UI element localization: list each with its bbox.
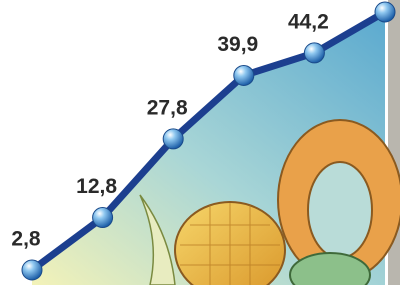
- value-label: 12,8: [76, 175, 117, 198]
- point: [375, 2, 395, 22]
- point: [93, 208, 113, 228]
- value-label: 44,2: [288, 10, 329, 33]
- point: [234, 65, 254, 85]
- page: {"chart_data": {"type": "line", "values"…: [0, 0, 400, 285]
- point: [22, 260, 42, 280]
- point: [304, 43, 324, 63]
- value-label: 27,8: [147, 96, 188, 119]
- value-label: 39,9: [217, 33, 258, 56]
- point: [163, 129, 183, 149]
- value-label: 2,8: [11, 228, 41, 251]
- chart: 2,8 12,8 27,8 39,9 44,2: [0, 0, 400, 285]
